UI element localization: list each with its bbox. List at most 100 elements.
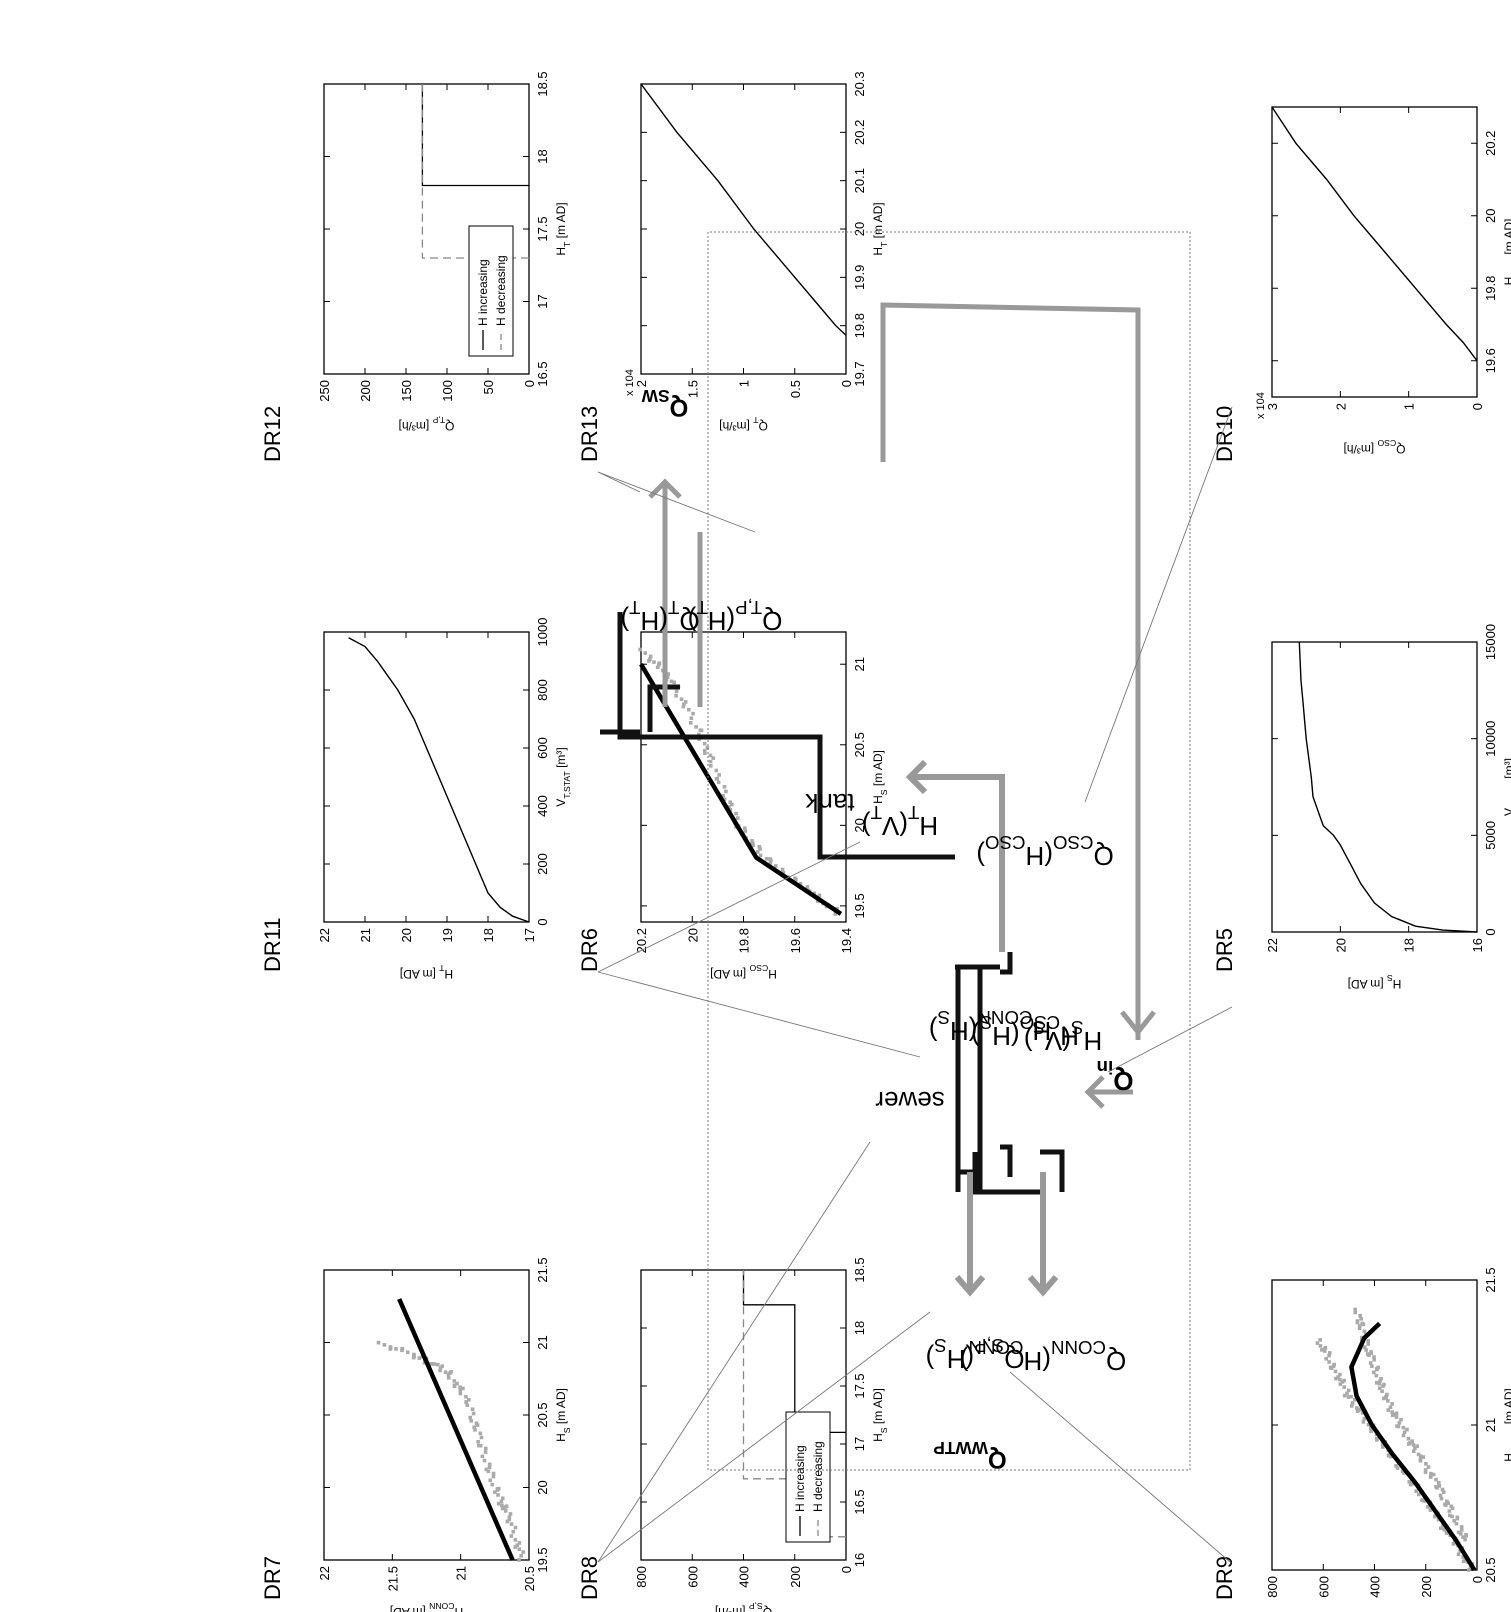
y-tick-label: 20 (685, 928, 700, 942)
scatter-point (491, 1474, 496, 1479)
scatter-point (509, 1534, 514, 1538)
scatter-point (780, 867, 785, 872)
series-line (640, 83, 847, 336)
plot-frame (640, 631, 847, 923)
scatter-point (1440, 1487, 1445, 1492)
x-tick-label: 20.2 (852, 120, 867, 145)
scatter-point (1379, 1376, 1383, 1381)
scatter-point (432, 1362, 437, 1366)
x-tick-label: 1000 (535, 618, 550, 647)
scatter-point (388, 1345, 393, 1349)
scatter-point (1447, 1509, 1452, 1513)
scatter-point (1374, 1380, 1379, 1385)
scatter-point (1443, 1502, 1447, 1507)
y-tick-label: 0 (1470, 403, 1485, 410)
x-tick-label: 200 (535, 853, 550, 875)
scatter-point (1411, 1449, 1416, 1453)
scatter-point (1388, 1405, 1393, 1409)
scatter-point (1438, 1493, 1443, 1498)
scatter-point (1394, 1415, 1399, 1419)
y-tick-label: 18 (481, 928, 496, 942)
scatter-point (1456, 1530, 1461, 1535)
scatter-point (1434, 1477, 1438, 1482)
scatter-point (724, 789, 728, 794)
scatter-point (652, 660, 656, 664)
scatter-point (1353, 1307, 1357, 1312)
leader-line (597, 1141, 871, 1563)
leader-line (1107, 1006, 1233, 1073)
scatter-point (1338, 1372, 1342, 1377)
chart-dr11: 0 200 400 600 800 1000 17 18 19 20 21 22 VT,STAT [m³… (317, 618, 572, 981)
inflow-arrow (1084, 1075, 1133, 1109)
scatter-point (1369, 1350, 1373, 1354)
scatter-point (458, 1385, 462, 1390)
scatter-point (1439, 1496, 1444, 1501)
scatter-point (496, 1493, 500, 1497)
fit-line (639, 663, 843, 916)
scatter-point (472, 1425, 476, 1430)
recirculation-pipe (880, 302, 1141, 1040)
chart-dr5: 0 5000 10000 15000 16 18 20 22 VS,HYB [m³] HS [m … (1265, 624, 1511, 991)
scatter-point (1361, 1420, 1366, 1424)
panel-label-dr11: DR11 (260, 917, 285, 972)
tank-pump-label: QT,P(HT) (688, 598, 783, 637)
x-axis-label: HS [m AD] (871, 750, 889, 804)
x-tick-label: 600 (535, 737, 550, 759)
scatter-point (1459, 1528, 1464, 1532)
x-tick-label: 17.5 (852, 1373, 867, 1398)
scatter-point (466, 1398, 471, 1402)
y-tick-label: 17 (522, 928, 537, 942)
scatter-point (694, 725, 698, 729)
sewer-cso-level-label: HCSO(HS) (971, 1013, 1079, 1052)
y-axis-label: HT [m AD] (400, 963, 453, 981)
x-tick-label: 19.5 (852, 893, 867, 918)
scatter-point (517, 1541, 522, 1545)
scatter-point (714, 776, 719, 781)
x-tick-label: 18.5 (535, 71, 550, 96)
scatter-point (1369, 1429, 1373, 1434)
scatter-point (1397, 1421, 1402, 1425)
scatter-point (1434, 1484, 1438, 1489)
y-tick-label: 2 (1333, 403, 1348, 410)
y-tick-label: 22 (1265, 938, 1280, 952)
conn-flow-label: QCONN(HCONN) (960, 1338, 1127, 1377)
wwtp-outflow-arrow (954, 1172, 986, 1297)
x-tick-label: 20 (1483, 209, 1498, 223)
x-tick-label: 20.5 (535, 1402, 550, 1427)
plot-frame (640, 83, 847, 375)
scatter-point (474, 1421, 479, 1426)
leader-line (597, 1311, 931, 1563)
scatter-point (1464, 1533, 1468, 1537)
scatter-point (1355, 1406, 1359, 1410)
scatter-point (705, 745, 710, 750)
x-tick-label: 15000 (1483, 624, 1498, 660)
x-axis-label: HS [m AD] (554, 1388, 572, 1442)
scatter-point (708, 753, 713, 758)
scatter-point (742, 826, 747, 831)
x-tick-label: 21.5 (535, 1257, 550, 1282)
x-tick-label: 16 (852, 1553, 867, 1567)
scatter-point (1320, 1348, 1324, 1352)
scatter-point (1384, 1395, 1388, 1400)
cso-flow-label: QCSO(HCSO) (976, 833, 1113, 872)
x-tick-label: 17 (535, 294, 550, 308)
scatter-point (500, 1503, 504, 1508)
sewer-conn-level-label: HCONN(HS) (929, 1008, 1051, 1047)
x-tick-label: 16.5 (852, 1489, 867, 1514)
scatter-point (400, 1346, 405, 1351)
y-tick-label: 1 (737, 380, 752, 387)
scatter-point (470, 1407, 475, 1412)
recirculation-arrow (1120, 1010, 1156, 1034)
legend-box (785, 1411, 831, 1543)
scatter-point (1328, 1365, 1333, 1370)
scatter-point (440, 1364, 445, 1368)
y-tick-label: 400 (737, 1566, 752, 1588)
x-tick-label: 19.9 (852, 265, 867, 290)
scatter-point (509, 1522, 514, 1526)
scatter-point (1362, 1345, 1367, 1350)
scatter-point (513, 1525, 518, 1530)
scatter-point (1454, 1521, 1459, 1526)
scatter-point (1377, 1386, 1382, 1391)
scatter-point (1459, 1525, 1464, 1529)
